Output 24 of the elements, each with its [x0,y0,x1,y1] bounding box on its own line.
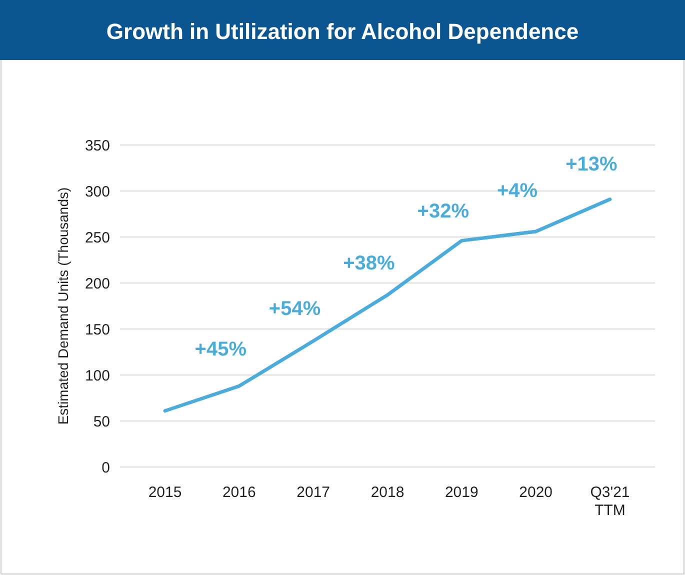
x-tick-label: 2016 [222,484,256,501]
annotation: +13% [566,153,618,176]
y-tick-label: 0 [102,459,110,476]
line-series [163,198,612,413]
y-tick-label: 50 [93,413,110,430]
x-tick-label: 2019 [444,484,478,501]
y-tick-label: 350 [84,137,110,154]
x-tick-label: 2018 [370,484,404,501]
y-tick-label: 200 [84,275,110,292]
chart-title: Growth in Utilization for Alcohol Dependence [106,19,579,44]
x-tick-label: 2020 [519,484,553,501]
y-tick-label: 150 [84,321,110,338]
annotation: +32% [417,200,470,222]
y-tick-label: 250 [84,229,110,246]
x-tick-label: 2015 [148,484,182,501]
x-tick-label: 2017 [296,484,330,501]
y-tick-label: 300 [84,183,110,200]
x-tick-label: Q3'21 TTM [590,484,630,519]
annotation: +45% [194,338,247,360]
y-axis-title: Estimated Demand Units (Thousands) [55,187,71,425]
annotation: +54% [268,298,321,320]
y-tick-label: 100 [84,367,110,384]
annotation: +4% [496,180,538,202]
annotation: +38% [343,252,396,274]
